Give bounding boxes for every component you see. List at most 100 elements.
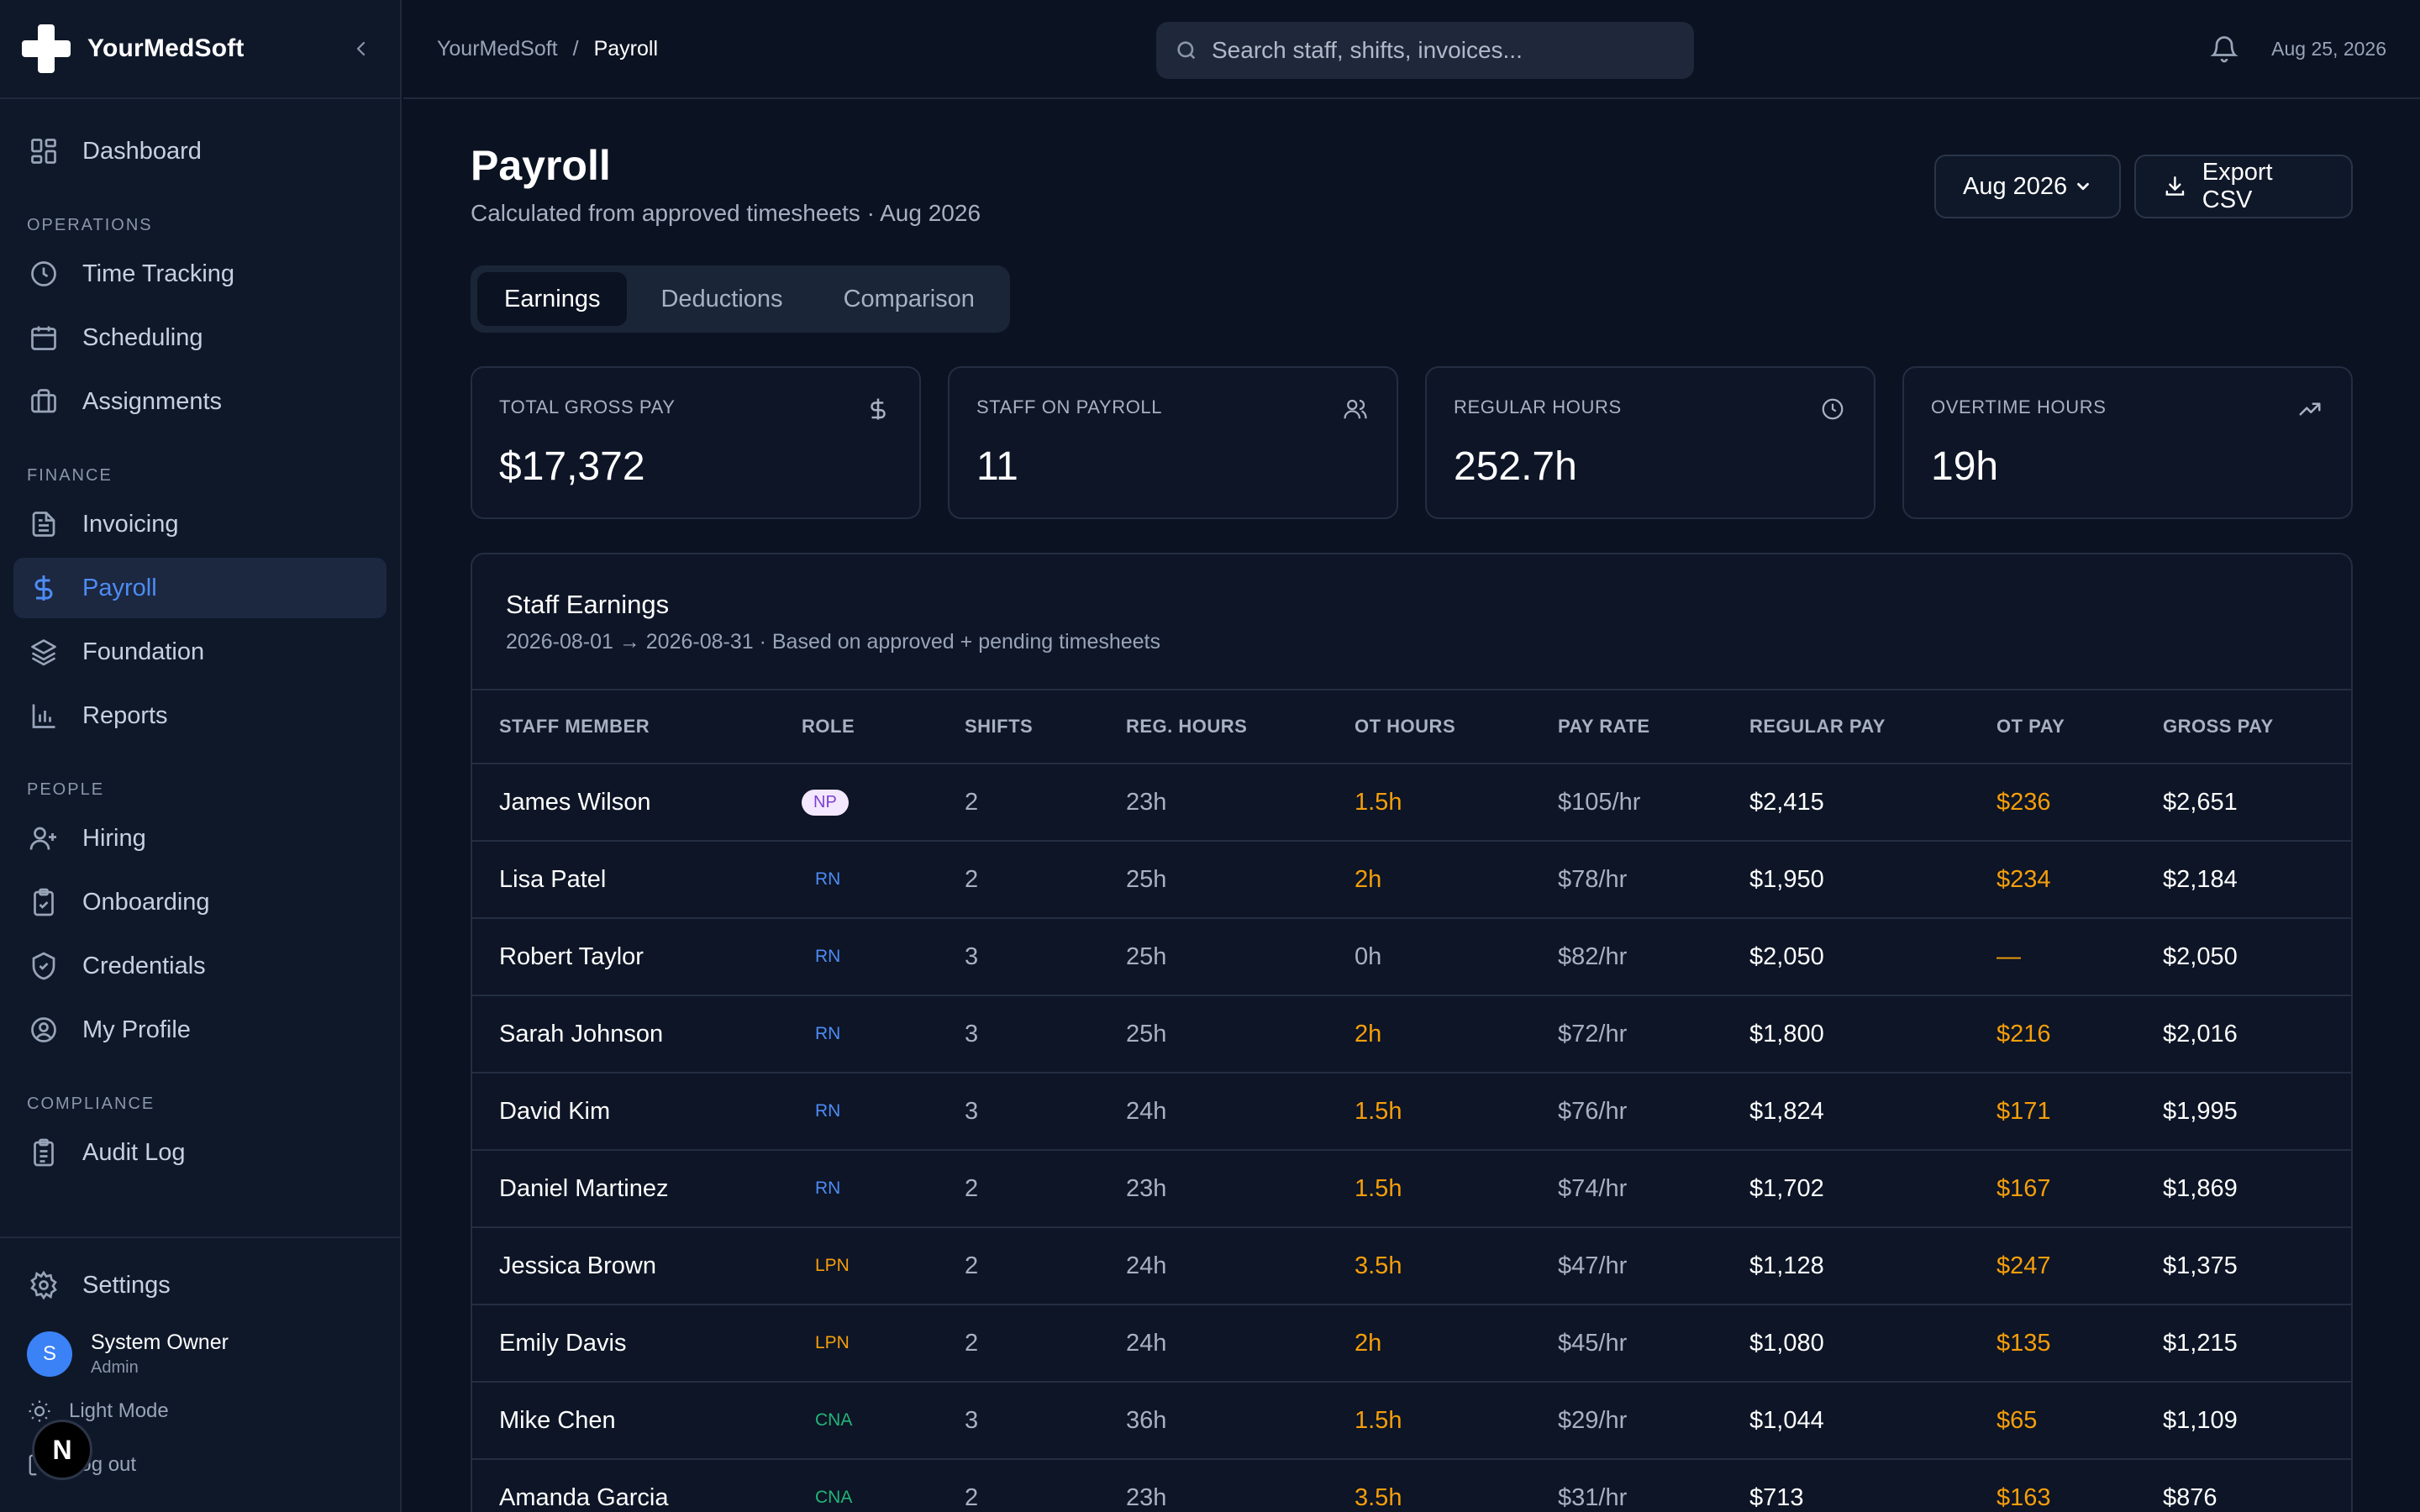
user-circle-icon (31, 1017, 56, 1042)
stat-value: 19h (1931, 444, 1999, 489)
sidebar-item-label: Hiring (82, 824, 146, 852)
col-header-role[interactable]: ROLE (802, 716, 855, 737)
cell-role-badge: CNA (802, 1383, 865, 1458)
sidebar-item-label: Foundation (82, 638, 205, 665)
user-menu[interactable]: S System Owner Admin (0, 1324, 400, 1384)
table-row[interactable]: Jessica Brown LPN 2 24h 3.5h $47/hr $1,128 $247… (472, 1228, 2351, 1305)
cell-gross-pay: $2,184 (2163, 865, 2238, 893)
sidebar-item-credentials[interactable]: Credentials (13, 936, 387, 996)
collapse-sidebar-button[interactable] (345, 32, 378, 66)
cell-shifts: 3 (965, 1406, 979, 1434)
col-header-pay-rate[interactable]: PAY RATE (1558, 716, 1650, 737)
stat-card-total-gross-pay: TOTAL GROSS PAY $17,372 (471, 366, 921, 519)
cell-ot-hours: 1.5h (1355, 1097, 1402, 1125)
chevron-left-icon (356, 41, 366, 56)
col-header-shifts[interactable]: SHIFTS (965, 716, 1034, 737)
col-header-staff-member[interactable]: STAFF MEMBER (499, 716, 650, 737)
sidebar-item-assignments[interactable]: Assignments (13, 371, 387, 432)
sidebar-item-foundation[interactable]: Foundation (13, 622, 387, 682)
cell-staff-name: Emily Davis (499, 1329, 627, 1357)
cell-staff-name: James Wilson (499, 788, 651, 816)
cell-shifts: 2 (965, 865, 979, 893)
col-header-reg-hours[interactable]: REG. HOURS (1126, 716, 1248, 737)
dev-tools-badge[interactable]: N (32, 1420, 92, 1480)
cell-role-badge: LPN (802, 1228, 863, 1304)
sidebar-item-audit-log[interactable]: Audit Log (13, 1122, 387, 1183)
cell-ot-pay: $135 (1996, 1329, 2051, 1357)
layers-icon (31, 639, 56, 666)
sidebar-item-onboarding[interactable]: Onboarding (13, 872, 387, 932)
role-badge: LPN (815, 1256, 850, 1275)
stat-card-overtime-hours: OVERTIME HOURS 19h (1902, 366, 2353, 519)
sidebar-item-reports[interactable]: Reports (13, 685, 387, 746)
table-row[interactable]: Lisa Patel RN 2 25h 2h $78/hr $1,950 $234 $2,184 (472, 842, 2351, 919)
sidebar-item-payroll[interactable]: Payroll (13, 558, 387, 618)
col-header-regular-pay[interactable]: REGULAR PAY (1749, 716, 1886, 737)
cell-ot-hours: 0h (1355, 942, 1382, 970)
cell-gross-pay: $2,016 (2163, 1020, 2238, 1047)
cell-pay-rate: $82/hr (1558, 942, 1628, 970)
cell-role-badge: RN (802, 1151, 854, 1226)
cell-regular-pay: $1,950 (1749, 865, 1824, 893)
cell-pay-rate: $45/hr (1558, 1329, 1628, 1357)
cell-ot-pay: $234 (1996, 865, 2051, 893)
tab-comparison[interactable]: Comparison (843, 285, 975, 312)
role-badge: RN (815, 869, 841, 889)
bell-icon[interactable] (2209, 34, 2239, 64)
sidebar-item-my-profile[interactable]: My Profile (13, 1000, 387, 1060)
cell-ot-hours: 1.5h (1355, 788, 1402, 816)
stat-value: 252.7h (1454, 444, 1577, 489)
sidebar-item-invoicing[interactable]: Invoicing (13, 494, 387, 554)
sidebar-item-scheduling[interactable]: Scheduling (13, 307, 387, 368)
col-header-gross-pay[interactable]: GROSS PAY (2163, 716, 2274, 737)
sidebar-footer: Settings S System Owner Admin Light Mode… (0, 1236, 400, 1492)
light-mode-toggle[interactable]: Light Mode (0, 1384, 400, 1438)
sidebar-nav: Dashboard OPERATIONS Time Tracking Sched… (0, 99, 400, 1183)
sidebar-item-label: Audit Log (82, 1138, 186, 1166)
tab-deductions[interactable]: Deductions (660, 285, 783, 312)
search-icon (1177, 41, 1196, 60)
search-input[interactable] (1212, 37, 1665, 64)
section-people: PEOPLE (27, 780, 105, 799)
cell-ot-pay: $65 (1996, 1406, 2038, 1434)
table-row[interactable]: Daniel Martinez RN 2 23h 1.5h $74/hr $1,702 $16… (472, 1151, 2351, 1228)
export-csv-button[interactable]: Export CSV (2134, 155, 2353, 218)
cell-role-badge: RN (802, 996, 854, 1072)
payroll-tabs: Earnings Deductions Comparison (471, 265, 1010, 333)
col-header-ot-hours[interactable]: OT HOURS (1355, 716, 1456, 737)
cell-pay-rate: $78/hr (1558, 865, 1628, 893)
cell-reg-hours: 25h (1126, 865, 1167, 893)
clipboard-list-icon (34, 1138, 54, 1167)
dollar-icon (871, 398, 886, 420)
breadcrumb-home[interactable]: YourMedSoft (437, 36, 558, 60)
table-row[interactable]: Amanda Garcia CNA 2 23h 3.5h $31/hr $713 $163 $8… (472, 1460, 2351, 1512)
cell-ot-pay: $216 (1996, 1020, 2051, 1047)
stat-label: STAFF ON PAYROLL (976, 396, 1163, 417)
tab-earnings[interactable]: Earnings (477, 272, 628, 326)
cell-gross-pay: $876 (2163, 1483, 2217, 1511)
user-role: Admin (91, 1358, 139, 1377)
sidebar-item-hiring[interactable]: Hiring (13, 808, 387, 869)
sidebar-item-label: Dashboard (82, 137, 202, 165)
sidebar-item-time-tracking[interactable]: Time Tracking (13, 244, 387, 304)
role-badge: CNA (815, 1410, 853, 1430)
col-header-ot-pay[interactable]: OT PAY (1996, 716, 2065, 737)
table-row[interactable]: David Kim RN 3 24h 1.5h $76/hr $1,824 $171 $1,99… (472, 1074, 2351, 1151)
cell-shifts: 3 (965, 942, 979, 970)
period-select[interactable]: Aug 2026 (1934, 155, 2121, 218)
breadcrumb: YourMedSoft / Payroll (437, 37, 658, 61)
table-row[interactable]: James Wilson NP 2 23h 1.5h $105/hr $2,415 $236 $… (472, 764, 2351, 842)
table-row[interactable]: Mike Chen CNA 3 36h 1.5h $29/hr $1,044 $65 $1,10… (472, 1383, 2351, 1460)
sidebar-item-dashboard[interactable]: Dashboard (13, 121, 387, 181)
cell-gross-pay: $2,050 (2163, 942, 2238, 970)
table-row[interactable]: Sarah Johnson RN 3 25h 2h $72/hr $1,800 $216 $2,… (472, 996, 2351, 1074)
cell-ot-pay: — (1996, 942, 2021, 970)
cell-staff-name: Robert Taylor (499, 942, 644, 970)
table-row[interactable]: Emily Davis LPN 2 24h 2h $45/hr $1,080 $135 $1,2… (472, 1305, 2351, 1383)
sidebar-item-settings[interactable]: Settings (13, 1255, 387, 1315)
cell-shifts: 3 (965, 1020, 979, 1047)
cell-ot-hours: 1.5h (1355, 1174, 1402, 1202)
table-row[interactable]: Robert Taylor RN 3 25h 0h $82/hr $2,050 — $2,050 (472, 919, 2351, 996)
cell-ot-pay: $171 (1996, 1097, 2051, 1125)
cell-ot-hours: 3.5h (1355, 1483, 1402, 1511)
